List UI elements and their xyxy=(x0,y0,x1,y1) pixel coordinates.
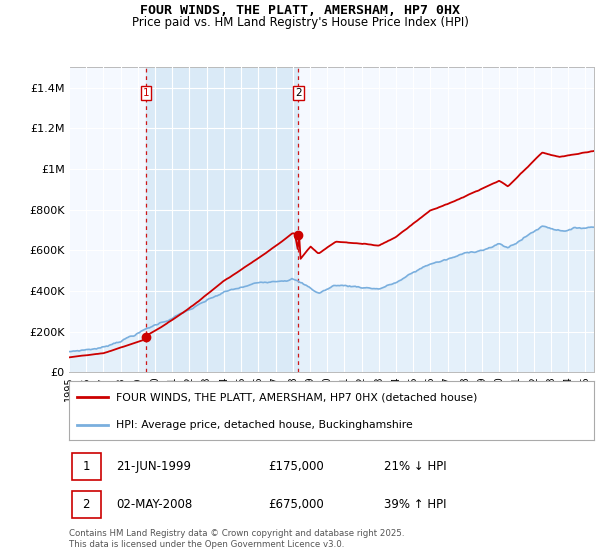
Text: 39% ↑ HPI: 39% ↑ HPI xyxy=(384,498,446,511)
Text: 21-JUN-1999: 21-JUN-1999 xyxy=(116,460,191,473)
FancyBboxPatch shape xyxy=(71,491,101,519)
Text: £175,000: £175,000 xyxy=(269,460,324,473)
Text: FOUR WINDS, THE PLATT, AMERSHAM, HP7 0HX (detached house): FOUR WINDS, THE PLATT, AMERSHAM, HP7 0HX… xyxy=(116,392,478,402)
Text: HPI: Average price, detached house, Buckinghamshire: HPI: Average price, detached house, Buck… xyxy=(116,420,413,430)
Text: 1: 1 xyxy=(143,88,149,98)
Text: 02-MAY-2008: 02-MAY-2008 xyxy=(116,498,193,511)
FancyBboxPatch shape xyxy=(71,452,101,480)
Text: £675,000: £675,000 xyxy=(269,498,324,511)
Text: Contains HM Land Registry data © Crown copyright and database right 2025.
This d: Contains HM Land Registry data © Crown c… xyxy=(69,529,404,549)
Text: 1: 1 xyxy=(83,460,90,473)
Text: 21% ↓ HPI: 21% ↓ HPI xyxy=(384,460,446,473)
Text: FOUR WINDS, THE PLATT, AMERSHAM, HP7 0HX: FOUR WINDS, THE PLATT, AMERSHAM, HP7 0HX xyxy=(140,4,460,17)
Bar xyxy=(146,67,298,372)
Text: Price paid vs. HM Land Registry's House Price Index (HPI): Price paid vs. HM Land Registry's House … xyxy=(131,16,469,29)
Text: 2: 2 xyxy=(83,498,90,511)
Text: 2: 2 xyxy=(295,88,302,98)
